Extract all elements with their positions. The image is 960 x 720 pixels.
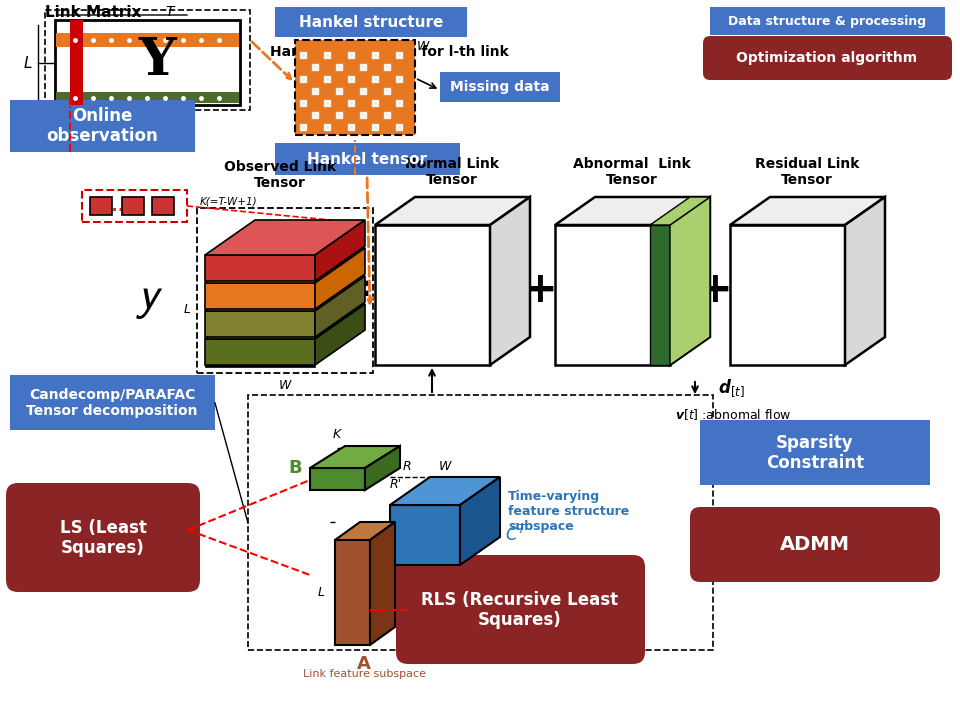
FancyBboxPatch shape — [90, 197, 112, 215]
FancyBboxPatch shape — [122, 197, 144, 215]
Text: $C^T$: $C^T$ — [505, 525, 528, 545]
Text: R': R' — [390, 479, 402, 492]
Polygon shape — [205, 283, 315, 309]
Polygon shape — [205, 339, 315, 365]
Text: Residual Link
Tensor: Residual Link Tensor — [755, 157, 859, 187]
Text: $L$: $L$ — [183, 302, 191, 315]
FancyBboxPatch shape — [6, 483, 200, 592]
Text: RLS (Recursive Least
Squares): RLS (Recursive Least Squares) — [421, 590, 618, 629]
Text: W: W — [417, 40, 429, 53]
Text: $\boldsymbol{d}_{[t]}$: $\boldsymbol{d}_{[t]}$ — [718, 377, 745, 398]
Text: Candecomp/PARAFAC
Tensor decomposition: Candecomp/PARAFAC Tensor decomposition — [26, 388, 198, 418]
Text: $\mathcal{X}_{\mathcal{R}}$: $\mathcal{X}_{\mathcal{R}}$ — [410, 274, 454, 307]
Polygon shape — [205, 255, 315, 281]
Polygon shape — [845, 197, 885, 365]
Polygon shape — [365, 446, 400, 490]
Text: Sparsity
Constraint: Sparsity Constraint — [766, 433, 864, 472]
FancyBboxPatch shape — [710, 7, 945, 35]
FancyBboxPatch shape — [700, 420, 930, 485]
Text: A: A — [357, 655, 371, 673]
FancyBboxPatch shape — [56, 92, 239, 103]
Text: Online
observation: Online observation — [46, 107, 157, 145]
Text: Optimization algorithm: Optimization algorithm — [736, 51, 918, 65]
Polygon shape — [335, 522, 395, 540]
FancyBboxPatch shape — [205, 363, 315, 367]
Polygon shape — [315, 304, 365, 365]
Text: $\mathcal{V}_{\mathcal{R}}$: $\mathcal{V}_{\mathcal{R}}$ — [576, 274, 618, 307]
Text: LS (Least
Squares): LS (Least Squares) — [60, 518, 147, 557]
Polygon shape — [670, 197, 710, 365]
Text: K: K — [333, 428, 341, 441]
FancyBboxPatch shape — [295, 40, 415, 135]
Text: K(=T-W+1): K(=T-W+1) — [200, 196, 257, 206]
Text: K(=T-W+1): K(=T-W+1) — [345, 147, 410, 160]
FancyBboxPatch shape — [275, 143, 460, 175]
Text: Missing data: Missing data — [450, 80, 550, 94]
Text: Y: Y — [138, 35, 176, 86]
Text: Hankel structure: Hankel structure — [299, 14, 444, 30]
Polygon shape — [315, 276, 365, 337]
Polygon shape — [315, 248, 365, 309]
Text: Data structure & processing: Data structure & processing — [728, 14, 926, 27]
FancyBboxPatch shape — [152, 197, 174, 215]
FancyBboxPatch shape — [275, 7, 467, 37]
FancyBboxPatch shape — [70, 20, 83, 105]
Polygon shape — [555, 197, 710, 225]
Text: ADMM: ADMM — [780, 536, 850, 554]
Text: Hankel Link Matrix for l-th link: Hankel Link Matrix for l-th link — [270, 45, 509, 59]
Text: +: + — [522, 269, 558, 311]
Text: B: B — [288, 459, 302, 477]
Text: +: + — [698, 269, 732, 311]
Polygon shape — [490, 197, 530, 365]
Text: Link feature subspace: Link feature subspace — [302, 669, 425, 679]
Polygon shape — [205, 220, 365, 255]
Text: $\mathcal{E}$: $\mathcal{E}$ — [776, 274, 798, 307]
Polygon shape — [370, 522, 395, 645]
Text: Link Matrix: Link Matrix — [45, 4, 141, 19]
Polygon shape — [460, 477, 500, 565]
FancyBboxPatch shape — [690, 507, 940, 582]
Text: Hankel tensor: Hankel tensor — [307, 151, 427, 166]
FancyBboxPatch shape — [396, 555, 645, 664]
Text: $T$: $T$ — [165, 5, 177, 19]
FancyBboxPatch shape — [703, 36, 952, 80]
FancyBboxPatch shape — [10, 100, 195, 152]
Polygon shape — [730, 197, 885, 225]
FancyBboxPatch shape — [440, 72, 560, 102]
Polygon shape — [390, 477, 500, 505]
Polygon shape — [730, 225, 845, 365]
Polygon shape — [375, 197, 530, 225]
Polygon shape — [310, 468, 365, 490]
Text: Normal Link
Tensor: Normal Link Tensor — [405, 157, 499, 187]
Text: $\boldsymbol{v}[t]$ :abnomal flow: $\boldsymbol{v}[t]$ :abnomal flow — [675, 408, 792, 423]
Text: Time-varying
feature structure
subspace: Time-varying feature structure subspace — [508, 490, 629, 533]
Text: ...: ... — [106, 197, 125, 215]
FancyBboxPatch shape — [56, 33, 239, 47]
Text: $L$: $L$ — [23, 55, 33, 71]
Text: $\mathcal{y}$: $\mathcal{y}$ — [136, 277, 164, 320]
Polygon shape — [205, 248, 365, 283]
Polygon shape — [335, 540, 370, 645]
Polygon shape — [205, 276, 365, 311]
Polygon shape — [670, 197, 710, 365]
FancyBboxPatch shape — [55, 20, 240, 105]
Text: Abnormal  Link
Tensor: Abnormal Link Tensor — [573, 157, 691, 187]
Polygon shape — [650, 225, 670, 365]
Text: Observed Link
Tensor: Observed Link Tensor — [224, 160, 336, 190]
Polygon shape — [205, 304, 365, 339]
Polygon shape — [315, 220, 365, 281]
Polygon shape — [650, 197, 710, 225]
Text: W: W — [278, 379, 291, 392]
FancyBboxPatch shape — [10, 375, 215, 430]
Text: $L$: $L$ — [317, 587, 325, 600]
Polygon shape — [375, 225, 490, 365]
Polygon shape — [390, 505, 460, 565]
Polygon shape — [310, 446, 400, 468]
Text: R: R — [403, 459, 412, 472]
Polygon shape — [205, 311, 315, 337]
Polygon shape — [555, 225, 670, 365]
Text: W: W — [439, 460, 451, 473]
Text: =: = — [338, 269, 372, 311]
